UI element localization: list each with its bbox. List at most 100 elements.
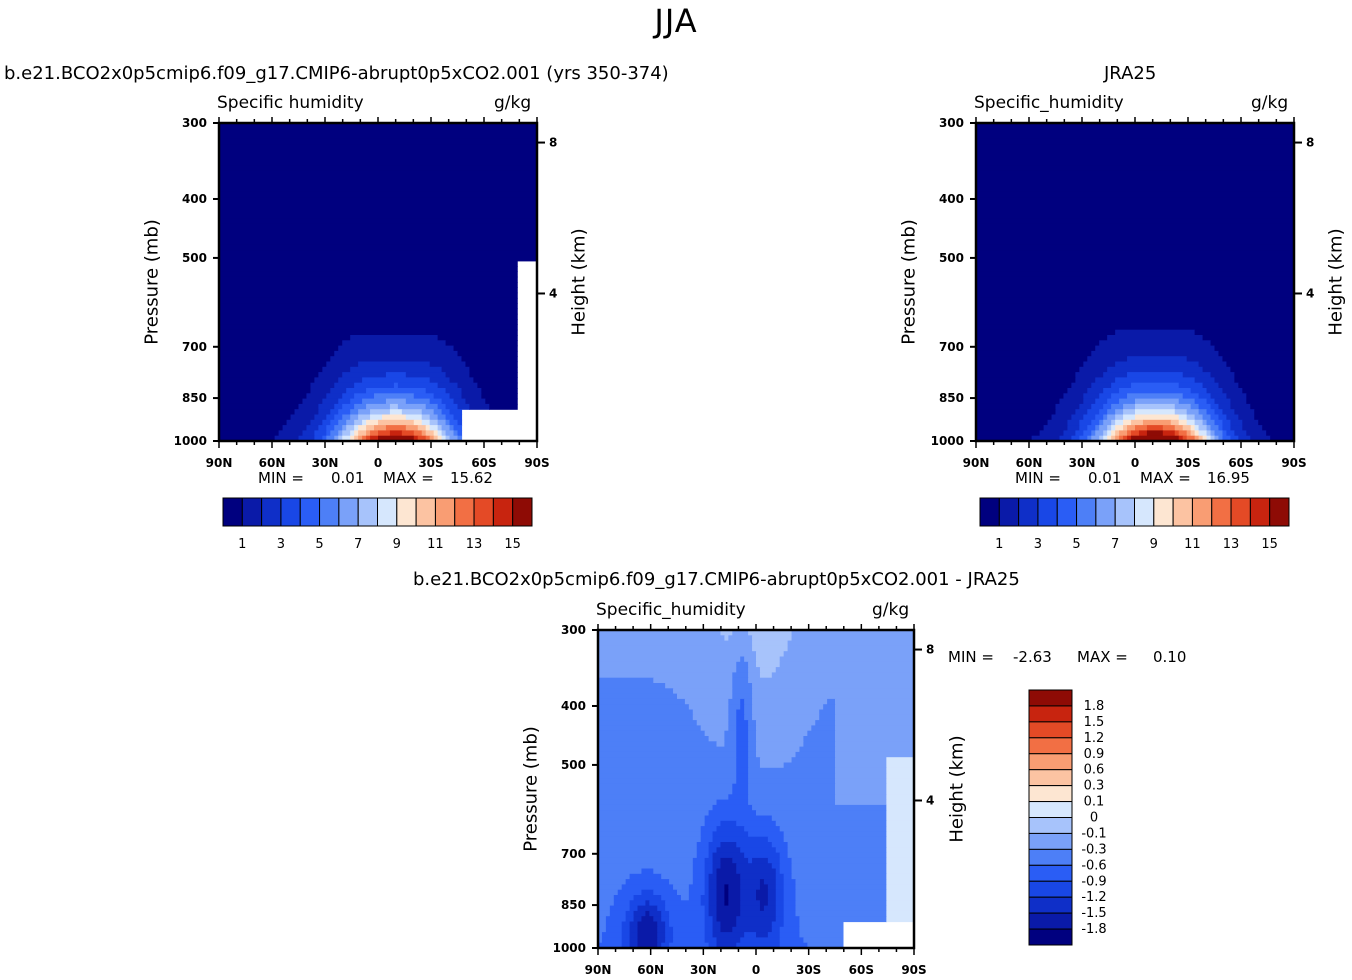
panel3-colorbar-swatch (1028, 896, 1073, 914)
panel3-colorbar-swatch (1028, 689, 1073, 707)
panel1-min-label: MIN = (258, 469, 304, 487)
panel3-colorbar-swatch (1028, 705, 1073, 723)
panel2-xtick-label: 60S (1228, 456, 1253, 470)
panel1-colorbar-swatch (454, 497, 475, 527)
panel2-xtick-label: 0 (1131, 456, 1139, 470)
panel2-max-label: MAX = (1140, 469, 1191, 487)
panel3-units: g/kg (872, 600, 910, 620)
panel1-variable: Specific humidity (217, 93, 364, 113)
panel1-colorbar-swatch (415, 497, 436, 527)
panel1-ytick-label: 400 (182, 192, 207, 206)
panel2-colorbar-swatch (979, 497, 1000, 527)
panel3-ytick-label: 1000 (553, 941, 586, 955)
panel1-colorbar-label: 3 (277, 537, 285, 552)
panel1-xtick-label: 30S (418, 456, 443, 470)
panel2-colorbar-swatch (1230, 497, 1251, 527)
panel1-colorbar-swatch (434, 497, 456, 527)
panel3-colorbar-swatch (1028, 737, 1073, 755)
panel1-xtick-label: 30N (312, 456, 339, 470)
panel1-colorbar-label: 7 (354, 537, 362, 552)
panel2-colorbar-swatch (1018, 497, 1039, 527)
panel1-colorbar-swatch (299, 497, 321, 527)
panel3-ytick-label: 300 (561, 623, 586, 637)
panel1-colorbar-swatch (512, 497, 533, 527)
panel3-colorbar-label: -1.2 (1081, 890, 1106, 905)
panel2-colorbar-label: 7 (1111, 537, 1119, 552)
panel1-colorbar-label: 15 (504, 537, 521, 552)
panel1-rtick-label: 8 (549, 136, 557, 150)
panel3-colorbar-swatch (1028, 769, 1073, 787)
panel3-xtick-label: 90S (901, 963, 926, 977)
panel1-colorbar-swatch (492, 497, 514, 527)
panel2-colorbar-label: 15 (1261, 537, 1278, 552)
panel2-colorbar-swatch (1249, 497, 1271, 527)
panel3-colorbar-swatch (1028, 817, 1073, 834)
panel3-ylabel-right: Height (km) (946, 735, 968, 843)
panel1-xtick-label: 90N (206, 456, 233, 470)
panel3-colorbar-label: 0.3 (1084, 779, 1105, 794)
panel2-ytick-label: 850 (939, 391, 964, 405)
panel1-xtick-label: 0 (374, 456, 382, 470)
panel1-xtick-label: 60N (259, 456, 286, 470)
panel3-colorbar-swatch (1028, 721, 1073, 739)
panel3-colorbar-swatch (1028, 753, 1073, 771)
panel1-title: b.e21.BCO2x0p5cmip6.f09_g17.CMIP6-abrupt… (4, 63, 669, 84)
panel2-ytick-label: 1000 (931, 434, 964, 448)
panel2-colorbar-label: 13 (1223, 537, 1240, 552)
panel2-colorbar-label: 5 (1072, 537, 1080, 552)
panel1-ytick-label: 1000 (174, 434, 207, 448)
panel1-field (219, 123, 538, 442)
panel1-colorbar-swatch (261, 497, 282, 527)
panel2-colorbar-swatch (1191, 497, 1213, 527)
panel3-xtick-label: 60S (849, 963, 874, 977)
panel2-colorbar-swatch (1172, 497, 1193, 527)
panel2-colorbar-label: 9 (1150, 537, 1158, 552)
panel2-variable: Specific_humidity (974, 93, 1124, 113)
panel3-colorbar-label: -1.5 (1081, 906, 1106, 921)
panel3-colorbar-label: 0 (1090, 811, 1098, 826)
panel3-xtick-label: 30S (796, 963, 821, 977)
panel2-ytick-label: 500 (939, 251, 964, 265)
panel1-colorbar-swatch (377, 497, 398, 527)
figure-title: JJA (654, 2, 698, 40)
panel3-colorbar-swatch (1028, 832, 1073, 850)
panel2-colorbar-swatch (1269, 497, 1290, 527)
panel3-colorbar-swatch (1028, 848, 1073, 866)
panel1-ytick-label: 850 (182, 391, 207, 405)
panel1-colorbar-swatch (222, 497, 243, 527)
panel1-colorbar-label: 5 (315, 537, 323, 552)
panel3-colorbar-label: 0.1 (1084, 795, 1105, 810)
panel1-units: g/kg (494, 93, 532, 113)
panel2-ylabel-right: Height (km) (1325, 228, 1347, 336)
panel3-field (598, 630, 915, 949)
panel2-colorbar-swatch (1076, 497, 1097, 527)
panel1-rtick-label: 4 (549, 286, 557, 300)
panel2-colorbar-label: 3 (1034, 537, 1042, 552)
panel2-colorbar-swatch (1211, 497, 1232, 527)
panel3-ytick-label: 500 (561, 758, 586, 772)
panel3-colorbar-label: 0.6 (1084, 763, 1105, 778)
panel3-max-label: MAX = (1077, 648, 1128, 666)
panel3-colorbar-swatch (1028, 864, 1073, 882)
panel2-colorbar-swatch (1037, 497, 1058, 527)
panel1-colorbar-swatch (241, 497, 263, 527)
panel1-colorbar-label: 11 (427, 537, 444, 552)
panel3-colorbar-swatch (1028, 801, 1073, 818)
panel3-variable: Specific_humidity (596, 600, 746, 620)
panel1-colorbar-label: 9 (393, 537, 401, 552)
panel3-ytick-label: 400 (561, 699, 586, 713)
panel3-colorbar-label: -0.3 (1081, 842, 1106, 857)
panel3-xtick-label: 0 (752, 963, 760, 977)
panel3-colorbar-swatch (1028, 880, 1073, 898)
panel3-colorbar-label: -0.9 (1081, 874, 1106, 889)
panel2-min-label: MIN = (1015, 469, 1061, 487)
panel3-min-value: -2.63 (1013, 648, 1052, 666)
panel2-min-value: 0.01 (1088, 469, 1122, 487)
panel3-colorbar-label: -0.1 (1081, 826, 1106, 841)
panel3-title: b.e21.BCO2x0p5cmip6.f09_g17.CMIP6-abrupt… (413, 569, 1020, 590)
panel3-ytick-label: 850 (561, 898, 586, 912)
panel3-rtick-label: 4 (926, 793, 934, 807)
panel3-min-label: MIN = (948, 648, 994, 666)
panel2-colorbar-label: 1 (995, 537, 1003, 552)
